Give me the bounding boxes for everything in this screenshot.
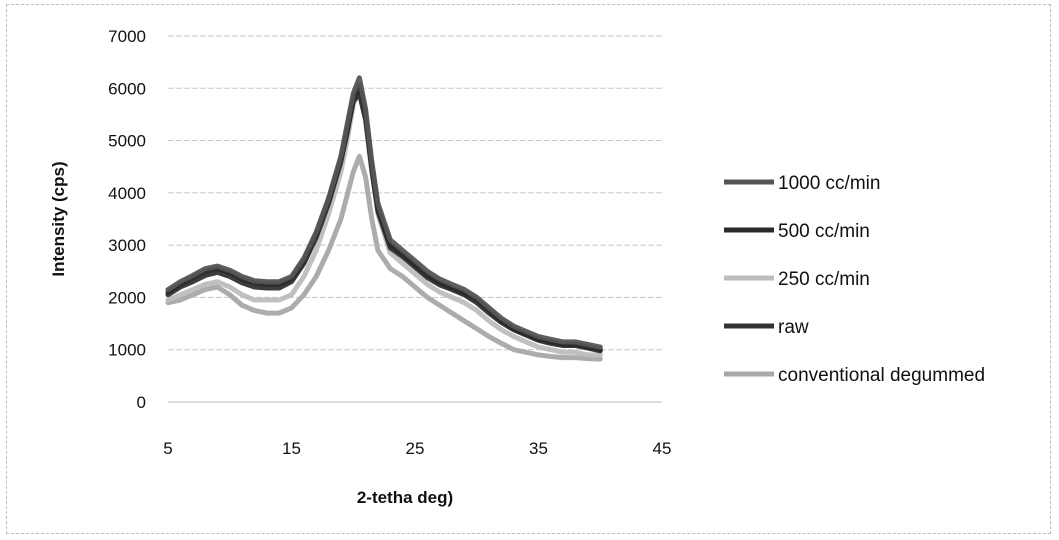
y-tick-label: 2000	[108, 288, 146, 307]
chart-frame	[6, 4, 1051, 534]
series-layer	[165, 75, 603, 362]
legend-label: raw	[778, 317, 809, 338]
y-tick-label: 4000	[108, 184, 146, 203]
y-tick-label: 6000	[108, 79, 146, 98]
series-line-0	[165, 75, 603, 350]
legend-label: conventional degummed	[778, 365, 985, 386]
x-tick-label: 5	[163, 439, 172, 458]
x-axis-title: 2-tetha deg)	[357, 488, 453, 507]
legend-label: 1000 cc/min	[778, 173, 880, 194]
y-tick-label: 0	[137, 393, 146, 412]
x-tick-label: 45	[653, 439, 672, 458]
x-tick-label: 15	[282, 439, 301, 458]
y-tick-label: 7000	[108, 27, 146, 46]
legend-label: 250 cc/min	[778, 269, 870, 290]
x-tick-label: 25	[406, 439, 425, 458]
y-axis-title: Intensity (cps)	[49, 161, 68, 276]
y-tick-label: 5000	[108, 132, 146, 151]
legend: 1000 cc/min 500 cc/min 250 cc/min raw conven…	[724, 173, 985, 386]
x-tick-label: 35	[529, 439, 548, 458]
x-tick-labels: 5 15 25 35 45	[163, 439, 671, 458]
y-tick-label: 3000	[108, 236, 146, 255]
series-line-4	[165, 153, 603, 362]
y-tick-label: 1000	[108, 341, 146, 360]
y-tick-labels: 0 1000 2000 3000 4000 5000 6000 7000	[108, 27, 146, 412]
legend-label: 500 cc/min	[778, 221, 870, 242]
